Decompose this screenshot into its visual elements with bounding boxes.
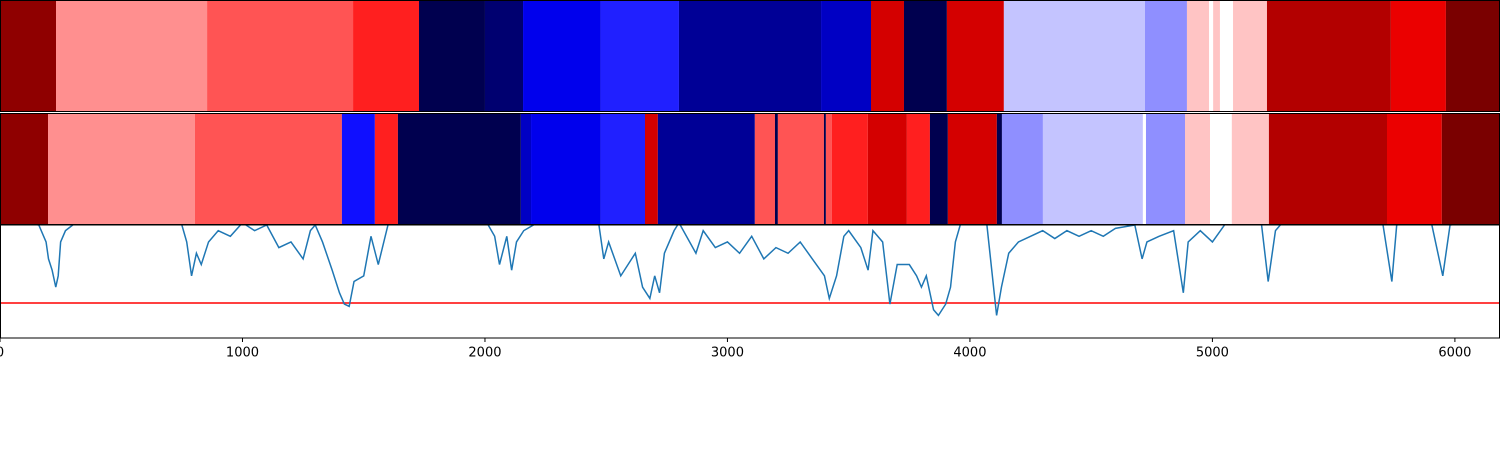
segment: [353, 0, 420, 112]
segment: [520, 113, 532, 225]
segment: [645, 113, 658, 225]
segment: [774, 113, 778, 225]
segment: [1145, 113, 1186, 225]
segment: [777, 113, 824, 225]
segment: [947, 113, 997, 225]
segment: [600, 113, 646, 225]
segment: [1185, 113, 1210, 225]
segment: [831, 113, 868, 225]
segment: [600, 0, 679, 112]
x-tick-label: 0: [0, 346, 4, 361]
segment: [1441, 113, 1500, 225]
segment: [1001, 113, 1043, 225]
segment: [754, 113, 775, 225]
segment: [419, 0, 485, 112]
segment: [821, 0, 871, 112]
segment: [1231, 113, 1269, 225]
segment: [48, 113, 195, 225]
segment: [374, 113, 398, 225]
segment: [825, 113, 832, 225]
segment: [929, 113, 948, 225]
signal-line: [33, 225, 1457, 317]
segment: [56, 0, 208, 112]
segment: [1268, 113, 1388, 225]
segment: [1390, 0, 1446, 112]
segment: [1145, 0, 1187, 112]
segment: [657, 113, 755, 225]
x-tick-label: 6000: [1438, 346, 1471, 361]
segment: [996, 113, 1002, 225]
segment: [903, 0, 947, 112]
segment: [1213, 0, 1220, 112]
segment: [194, 113, 342, 225]
segment: [207, 0, 354, 112]
segment: [341, 113, 375, 225]
x-tick-label: 1000: [226, 346, 259, 361]
segment: [906, 113, 930, 225]
segment: [1266, 0, 1391, 112]
x-tick-label: 3000: [711, 346, 744, 361]
segment: [1186, 0, 1210, 112]
segment: [523, 0, 601, 112]
segment: [0, 113, 49, 225]
x-tick-label: 5000: [1196, 346, 1229, 361]
segment: [1387, 113, 1442, 225]
segment: [1042, 113, 1143, 225]
plot-frame: [0, 224, 1500, 339]
segment: [678, 0, 822, 112]
segment: [870, 0, 904, 112]
segment: [1233, 0, 1267, 112]
x-tick-label: 2000: [468, 346, 501, 361]
segment: [1445, 0, 1500, 112]
segment: [0, 0, 57, 112]
x-tick-label: 4000: [953, 346, 986, 361]
segment: [867, 113, 907, 225]
segment: [397, 113, 521, 225]
segment: [531, 113, 601, 225]
segment: [823, 113, 826, 225]
segment: [484, 0, 524, 112]
segment: [946, 0, 1004, 112]
segment: [1003, 0, 1146, 112]
